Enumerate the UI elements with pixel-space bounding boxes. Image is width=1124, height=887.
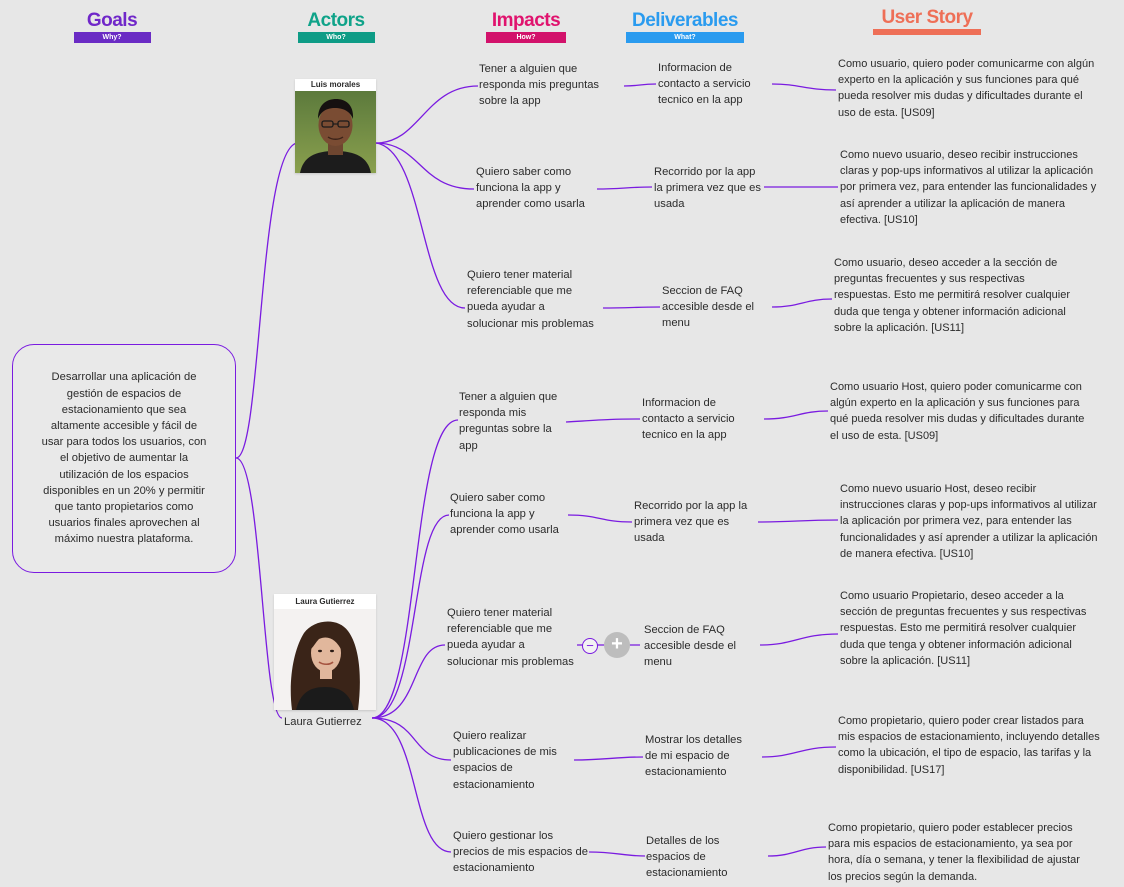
deliverable-8[interactable]: Detalles de los espacios de estacionamie… (646, 835, 728, 880)
deliverable-7[interactable]: Mostrar los detalles de mi espacio de es… (645, 734, 742, 779)
actor-luis-photo-card[interactable]: Luis morales (295, 79, 376, 173)
header-goals-title: Goals (86, 10, 138, 31)
actor-laura-photo-card[interactable]: Laura Gutierrez (274, 594, 376, 710)
actor-laura-caption: Laura Gutierrez (284, 716, 362, 728)
impact-4[interactable]: Tener a alguien que responda mis pregunt… (459, 391, 558, 452)
goal-node[interactable]: Desarrollar una aplicación de gestión de… (12, 344, 236, 573)
header-actors: Actors Who? (297, 10, 375, 43)
header-actors-subtitle: Who? (326, 34, 346, 41)
link-goal-actor1 (235, 142, 298, 459)
impact-5[interactable]: Quiero saber como funciona la app y apre… (450, 492, 559, 537)
header-impacts-title: Impacts (491, 10, 561, 31)
impact-1[interactable]: Tener a alguien que responda mis pregunt… (479, 63, 600, 108)
user-story-8[interactable]: Como propietario, quiero poder establece… (828, 822, 1080, 883)
link-actor2-impact7 (371, 717, 452, 761)
impact-2[interactable]: Quiero saber como funciona la app y apre… (476, 166, 585, 211)
collapse-node-button[interactable]: − (582, 638, 598, 654)
impact-8[interactable]: Quiero gestionar los precios de mis espa… (453, 830, 588, 875)
header-impacts-subtitle: How? (516, 34, 536, 41)
header-deliverables: Deliverables What? (626, 10, 744, 43)
user-story-5[interactable]: Como nuevo usuario Host, deseo recibir i… (840, 483, 1098, 560)
deliverable-6[interactable]: Seccion de FAQ accesible desde el menu (644, 624, 737, 669)
actor-laura-photo (274, 609, 376, 710)
header-user-story: User Story (873, 7, 981, 35)
link-actor2-impact4 (371, 419, 459, 719)
actor-laura-photo-label: Laura Gutierrez (295, 597, 355, 606)
user-story-2[interactable]: Como nuevo usuario, deseo recibir instru… (840, 149, 1097, 226)
link-actor1-impact2 (375, 142, 475, 190)
deliverable-1[interactable]: Informacion de contacto a servicio tecni… (658, 62, 751, 107)
user-story-3[interactable]: Como usuario, deseo acceder a la sección… (834, 257, 1070, 334)
link-actor1-impact1 (375, 85, 479, 144)
deliverable-4[interactable]: Informacion de contacto a servicio tecni… (642, 397, 735, 442)
user-story-7[interactable]: Como propietario, quiero poder crear lis… (838, 715, 1100, 776)
link-actor2-impact8 (371, 717, 452, 853)
impact-6[interactable]: Quiero tener material referenciable que … (447, 607, 574, 668)
header-goals: Goals Why? (73, 10, 151, 43)
header-user-story-bar (873, 29, 981, 35)
header-deliverables-subtitle: What? (674, 34, 696, 41)
header-deliverables-title: Deliverables (632, 10, 738, 31)
header-impacts-bar: How? (486, 32, 566, 43)
header-actors-bar: Who? (297, 32, 375, 43)
deliverable-2[interactable]: Recorrido por la app la primera vez que … (654, 166, 761, 211)
header-impacts: Impacts How? (486, 10, 566, 43)
header-deliverables-bar: What? (626, 32, 744, 43)
user-story-4[interactable]: Como usuario Host, quiero poder comunica… (830, 381, 1085, 442)
deliverable-5[interactable]: Recorrido por la app la primera vez que … (634, 500, 748, 545)
header-goals-subtitle: Why? (102, 34, 122, 41)
link-actor1-impact3 (375, 142, 466, 309)
actor-luis-photo (295, 91, 376, 173)
goal-text: Desarrollar una aplicación de gestión de… (41, 371, 207, 546)
impact-7[interactable]: Quiero realizar publicaciones de mis esp… (453, 730, 557, 791)
user-story-1[interactable]: Como usuario, quiero poder comunicarme c… (838, 58, 1095, 119)
add-node-button[interactable]: + (604, 632, 630, 658)
header-actors-title: Actors (307, 10, 365, 31)
actor-luis-photo-label: Luis morales (310, 80, 361, 89)
link-actor2-impact6 (371, 644, 446, 719)
header-user-story-title: User Story (881, 7, 973, 28)
header-goals-bar: Why? (73, 32, 151, 43)
link-actor2-impact5 (371, 514, 450, 719)
impact-3[interactable]: Quiero tener material referenciable que … (467, 269, 594, 330)
deliverable-3[interactable]: Seccion de FAQ accesible desde el menu (662, 285, 755, 330)
user-story-6[interactable]: Como usuario Propietario, deseo acceder … (840, 590, 1087, 667)
